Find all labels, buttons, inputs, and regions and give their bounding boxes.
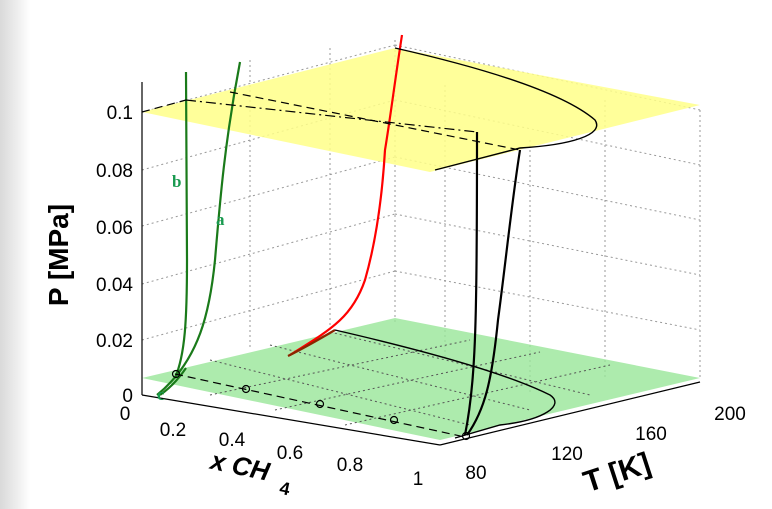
curve-black-2 [466,149,522,436]
marker-point [461,431,471,441]
x-tick-label: 0.6 [277,443,303,464]
curve-red [289,34,404,356]
x-tick-labels: 0 0.2 0.4 0.6 0.8 1 [120,404,424,490]
curve-black-1 [463,131,479,436]
z-tick-label: 0.04 [96,275,133,296]
curve-b [173,71,189,379]
green-plane [142,318,700,440]
x-axis-title-main: x CH [206,445,273,487]
axes [141,82,701,446]
y-tick-labels: 80 120 160 200 [465,404,745,484]
curve-label-c: c [157,385,165,404]
curve-red-lower [287,329,336,357]
marker-point [241,384,251,394]
z-axis-title: P [MPa] [43,204,74,306]
loop-top [394,47,598,171]
z-tick-label: 0.02 [96,331,133,352]
markers [171,369,471,441]
curve-label-a: a [216,210,225,229]
x-tick-label: 0.4 [219,430,246,451]
y-tick-label: 160 [635,424,667,445]
z-tick-label: 0.08 [96,161,133,182]
z-tick-labels: 0.1 0.08 0.06 0.04 0.02 0 [96,103,133,407]
y-tick-label: 80 [465,463,486,484]
curve-a [156,61,242,396]
x-axis-title-sub: 4 [278,478,292,500]
y-tick-label: 120 [551,444,583,465]
curve-label-b: b [172,172,181,191]
left-gradient-strip [0,0,30,509]
marker-point [315,399,325,409]
z-tick-label: 0.06 [96,218,133,239]
x-tick-label: 0.2 [160,420,186,441]
z-tick-label: 0 [122,386,133,407]
yellow-plane [142,48,700,172]
tie-lines [141,91,521,438]
loop-bottom [334,329,556,439]
marker-point [389,415,399,425]
y-axis-title: T [K] [579,447,654,499]
y-tick-label: 200 [714,404,746,425]
x-tick-label: 1 [413,469,424,490]
marker-point [171,369,181,379]
x-tick-label: 0 [120,404,131,425]
curve-c [159,367,187,396]
x-tick-label: 0.8 [337,455,363,476]
curves [156,34,598,439]
z-tick-label: 0.1 [107,103,133,124]
